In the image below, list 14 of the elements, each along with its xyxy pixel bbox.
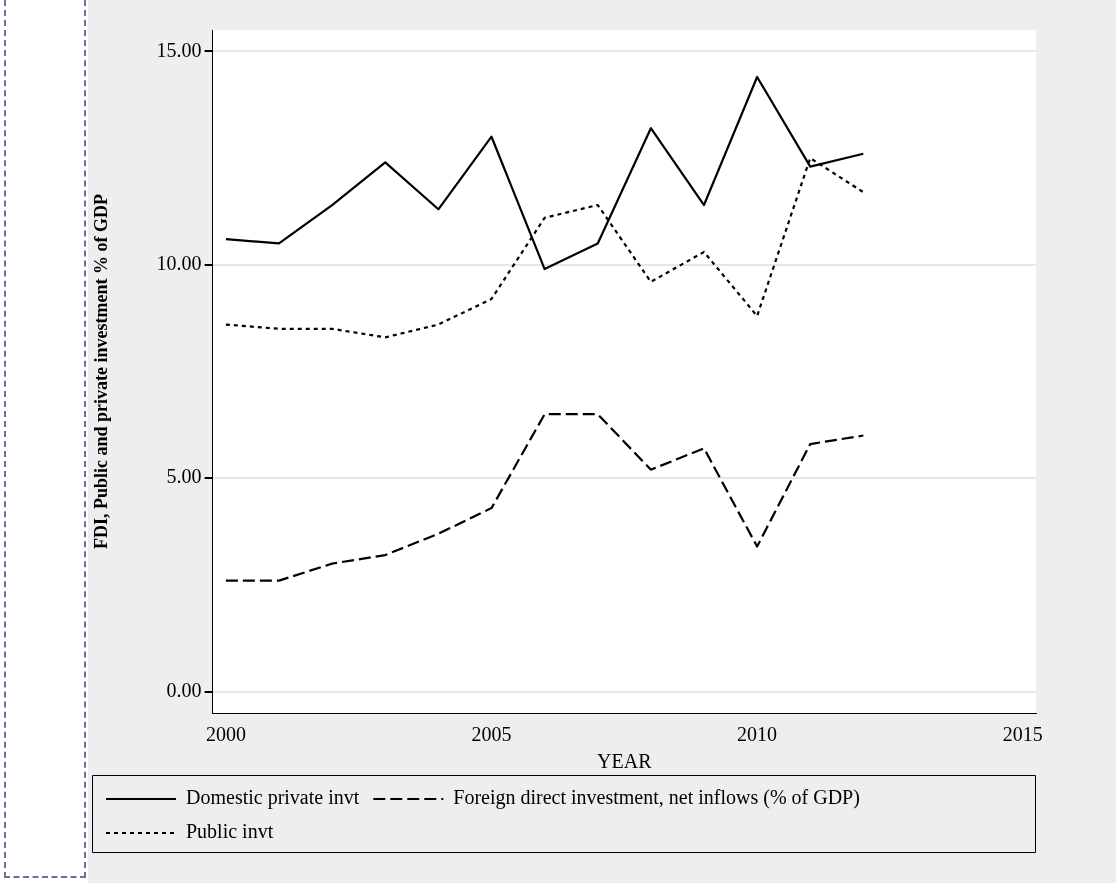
legend-label: Domestic private invt: [186, 786, 360, 810]
line-series: [224, 413, 865, 582]
y-tick-label: 5.00: [166, 465, 202, 488]
x-tick-label: 2010: [737, 723, 778, 746]
x-tick-label: 2000: [205, 723, 246, 746]
y-tick-label: 0.00: [166, 678, 202, 701]
y-tick-label: 10.00: [156, 252, 202, 275]
y-axis-title: FDI, Public and private investment % of GDP: [91, 194, 112, 549]
y-tick-label: 15.00: [156, 38, 202, 61]
legend-label: Public invt: [186, 820, 274, 843]
x-tick-label: 2005: [471, 723, 512, 746]
legend-label: Foreign direct investment, net inflows (% of GDP): [453, 786, 860, 810]
x-axis-title: YEAR: [597, 750, 653, 773]
x-tick-label: 2015: [1002, 723, 1043, 746]
